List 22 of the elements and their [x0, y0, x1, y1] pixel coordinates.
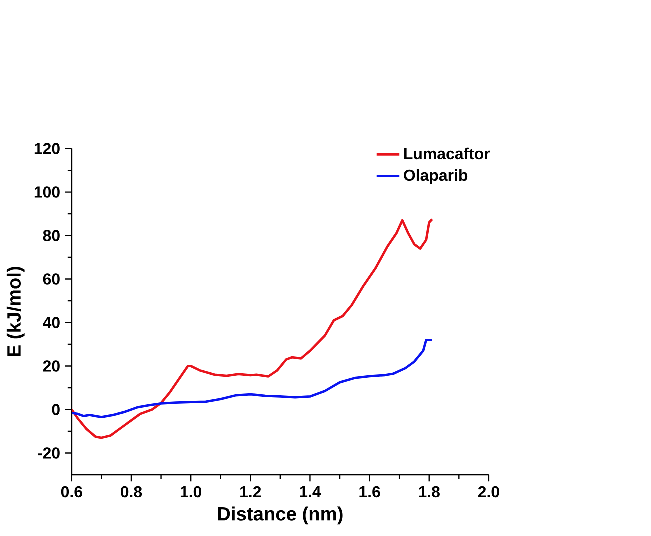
legend-label: Lumacaftor — [404, 148, 490, 160]
y-tick-label: 100 — [34, 186, 60, 198]
x-tick-label: 2.0 — [478, 486, 500, 498]
x-axis-title: Distance (nm) — [218, 507, 343, 525]
x-tick-label: 1.6 — [360, 486, 380, 498]
y-tick-label: 20 — [43, 360, 60, 372]
y-tick-label: 40 — [43, 317, 60, 329]
x-tick-label: 1.4 — [300, 486, 322, 498]
legend-label: Olaparib — [404, 170, 468, 185]
line-series — [72, 339, 434, 419]
x-tick-label: 0.8 — [121, 486, 142, 498]
line-series — [72, 218, 434, 440]
y-tick-label: 80 — [43, 230, 60, 242]
x-tick-label: 0.6 — [61, 486, 82, 498]
x-tick-label: 1.0 — [180, 486, 202, 498]
x-tick-label: 1.2 — [240, 486, 262, 498]
y-tick-label: 60 — [43, 274, 60, 286]
x-tick-label: 1.8 — [419, 486, 440, 498]
y-tick-label: -20 — [38, 448, 60, 460]
y-axis-title: E (kJ/mol) — [6, 267, 25, 357]
y-tick-label: 0 — [52, 404, 60, 416]
y-tick-label: 120 — [34, 143, 60, 155]
